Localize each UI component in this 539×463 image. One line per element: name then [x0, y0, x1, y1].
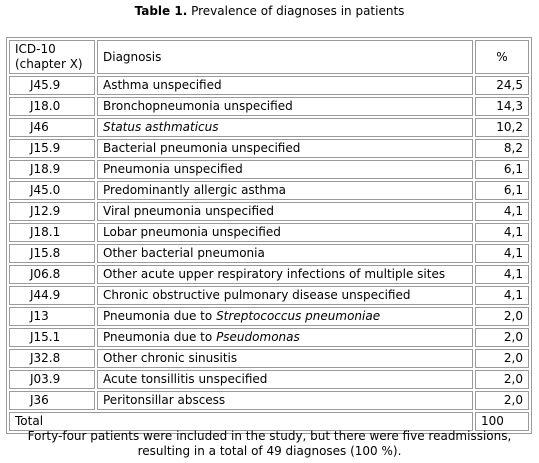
header-cell: % — [475, 40, 529, 74]
total-row: Total 100 — [9, 412, 529, 431]
percent-cell: 4,1 — [475, 244, 529, 263]
diagnosis-text: Pneumonia unspecified — [103, 162, 243, 176]
percent-cell: 4,1 — [475, 286, 529, 305]
diagnosis-cell: Viral pneumonia unspecified — [97, 202, 473, 221]
caption-label: Table 1. — [134, 4, 188, 18]
total-percent: 100 — [475, 412, 529, 431]
diagnosis-text: Bacterial pneumonia unspecified — [103, 141, 301, 155]
code-cell: J45.0 — [9, 181, 95, 200]
diagnosis-cell: Other acute upper respiratory infections… — [97, 265, 473, 284]
code-cell: J18.1 — [9, 223, 95, 242]
table-row: J18.0 Bronchopneumonia unspecified 14,3 — [9, 97, 529, 116]
diagnosis-cell: Pneumonia due to Streptococcus pneumonia… — [97, 307, 473, 326]
diagnosis-text: Pneumonia due to — [103, 309, 213, 323]
table-row: J15.1 Pneumonia due to Pseudomonas 2,0 — [9, 328, 529, 347]
table-row: J18.1 Lobar pneumonia unspecified 4,1 — [9, 223, 529, 242]
diagnosis-text: Pseudomonas — [216, 330, 300, 344]
total-label: Total — [9, 412, 473, 431]
percent-cell: 24,5 — [475, 76, 529, 95]
diagnosis-cell: Lobar pneumonia unspecified — [97, 223, 473, 242]
diagnosis-cell: Acute tonsillitis unspecified — [97, 370, 473, 389]
diagnosis-cell: Peritonsillar abscess — [97, 391, 473, 410]
diagnosis-text: Bronchopneumonia unspecified — [103, 99, 293, 113]
table-row: J18.9 Pneumonia unspecified 6,1 — [9, 160, 529, 179]
diagnosis-text: Asthma unspecified — [103, 78, 222, 92]
diagnosis-cell: Chronic obstructive pulmonary disease un… — [97, 286, 473, 305]
diagnosis-text: Peritonsillar abscess — [103, 393, 226, 407]
footnote: Forty-four patients were included in the… — [27, 429, 512, 458]
table-row: J15.8 Other bacterial pneumonia 4,1 — [9, 244, 529, 263]
percent-cell: 4,1 — [475, 202, 529, 221]
diagnosis-text: Other bacterial pneumonia — [103, 246, 265, 260]
table-row: J03.9 Acute tonsillitis unspecified 2,0 — [9, 370, 529, 389]
diagnosis-text: Streptococcus pneumoniae — [216, 309, 381, 323]
table: ICD-10 (chapter X) Diagnosis % J45.9 Asth… — [6, 37, 532, 434]
table-row: J45.0 Predominantly allergic asthma 6,1 — [9, 181, 529, 200]
code-cell: J18.0 — [9, 97, 95, 116]
diagnosis-text: Other chronic sinusitis — [103, 351, 238, 365]
header-row: ICD-10 (chapter X) Diagnosis % — [9, 40, 529, 74]
percent-cell: 6,1 — [475, 160, 529, 179]
diagnosis-text: Predominantly allergic asthma — [103, 183, 287, 197]
table-row: J13 Pneumonia due to Streptococcus pneumo… — [9, 307, 529, 326]
code-cell: J06.8 — [9, 265, 95, 284]
diagnosis-text: Viral pneumonia unspecified — [103, 204, 275, 218]
code-cell: J46 — [9, 118, 95, 137]
code-cell: J18.9 — [9, 160, 95, 179]
table-row: J06.8 Other acute upper respiratory infec… — [9, 265, 529, 284]
percent-cell: 2,0 — [475, 349, 529, 368]
percent-cell: 2,0 — [475, 370, 529, 389]
diagnosis-text: Status asthmaticus — [103, 120, 219, 134]
percent-cell: 2,0 — [475, 391, 529, 410]
diagnosis-cell: Bacterial pneumonia unspecified — [97, 139, 473, 158]
code-cell: J15.8 — [9, 244, 95, 263]
header-cell: ICD-10 (chapter X) — [9, 40, 95, 74]
diagnosis-cell: Other bacterial pneumonia — [97, 244, 473, 263]
code-cell: J13 — [9, 307, 95, 326]
diagnosis-text: Other acute upper respiratory infections… — [103, 267, 446, 281]
percent-cell: 6,1 — [475, 181, 529, 200]
diagnosis-text: Pneumonia due to — [103, 330, 213, 344]
table-caption: Table 1. Prevalence of diagnoses in pati… — [0, 4, 539, 18]
table-row: J44.9 Chronic obstructive pulmonary disea… — [9, 286, 529, 305]
diagnosis-cell: Pneumonia unspecified — [97, 160, 473, 179]
table-row: J32.8 Other chronic sinusitis 2,0 — [9, 349, 529, 368]
percent-cell: 4,1 — [475, 265, 529, 284]
percent-cell: 8,2 — [475, 139, 529, 158]
table-row: J15.9 Bacterial pneumonia unspecified 8,2 — [9, 139, 529, 158]
percent-cell: 2,0 — [475, 307, 529, 326]
code-cell: J45.9 — [9, 76, 95, 95]
diagnosis-text: Chronic obstructive pulmonary disease un… — [103, 288, 411, 302]
diagnosis-cell: Asthma unspecified — [97, 76, 473, 95]
table-row: J12.9 Viral pneumonia unspecified 4,1 — [9, 202, 529, 221]
diagnosis-cell: Bronchopneumonia unspecified — [97, 97, 473, 116]
code-cell: J32.8 — [9, 349, 95, 368]
percent-cell: 10,2 — [475, 118, 529, 137]
diagnosis-cell: Other chronic sinusitis — [97, 349, 473, 368]
percent-cell: 14,3 — [475, 97, 529, 116]
diagnosis-text: Acute tonsillitis unspecified — [103, 372, 268, 386]
code-cell: J44.9 — [9, 286, 95, 305]
caption-text: Prevalence of diagnoses in patients — [191, 4, 405, 18]
code-cell: J12.9 — [9, 202, 95, 221]
diagnosis-cell: Predominantly allergic asthma — [97, 181, 473, 200]
code-cell: J15.1 — [9, 328, 95, 347]
code-cell: J15.9 — [9, 139, 95, 158]
diagnosis-cell: Status asthmaticus — [97, 118, 473, 137]
header-cell: Diagnosis — [97, 40, 473, 74]
diagnosis-cell: Pneumonia due to Pseudomonas — [97, 328, 473, 347]
code-cell: J03.9 — [9, 370, 95, 389]
table-row: J45.9 Asthma unspecified 24,5 — [9, 76, 529, 95]
percent-cell: 4,1 — [475, 223, 529, 242]
table-row: J36 Peritonsillar abscess 2,0 — [9, 391, 529, 410]
table-row: J46 Status asthmaticus 10,2 — [9, 118, 529, 137]
code-cell: J36 — [9, 391, 95, 410]
diagnosis-text: Lobar pneumonia unspecified — [103, 225, 281, 239]
percent-cell: 2,0 — [475, 328, 529, 347]
